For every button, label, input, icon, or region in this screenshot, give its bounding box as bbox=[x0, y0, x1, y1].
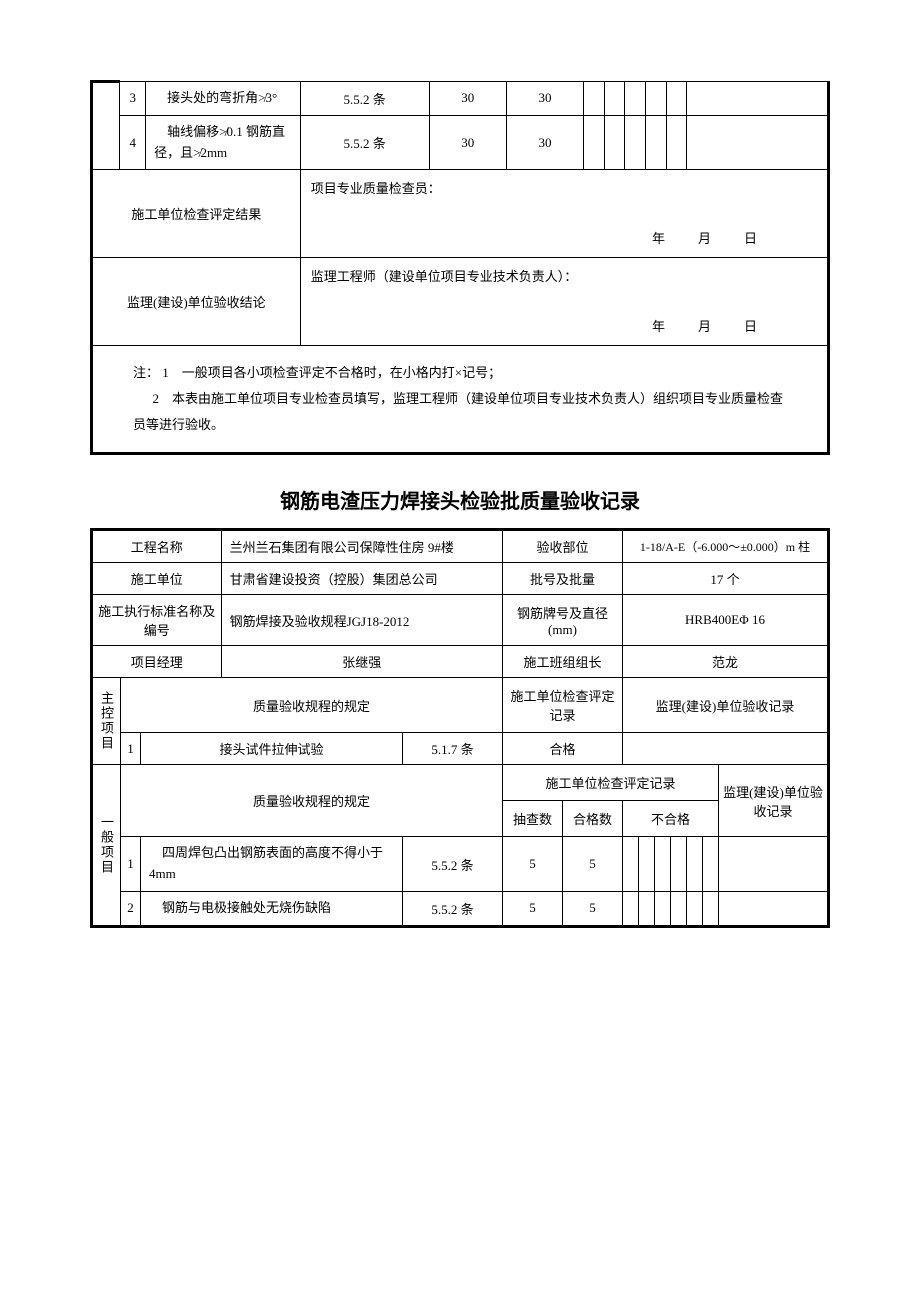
col-check: 抽查数 bbox=[503, 801, 563, 837]
main-table: 工程名称 兰州兰石集团有限公司保障性住房 9#楼 验收部位 1-18/A-E（-… bbox=[90, 528, 830, 927]
col-fail: 不合格 bbox=[623, 801, 719, 837]
main-ctrl-hdr: 主控项目 质量验收规程的规定 施工单位检查评定记录 监理(建设)单位验收记录 bbox=[92, 678, 829, 733]
qual-std-label: 质量验收规程的规定 bbox=[121, 678, 503, 733]
accept-label: 监理(建设)单位验收结论 bbox=[92, 258, 301, 346]
row-desc: 接头试件拉伸试验 bbox=[141, 733, 403, 765]
top-table: 3 接头处的弯折角≯3° 5.5.2 条 30 30 4 轴线偏移≯0.1 钢筋… bbox=[90, 80, 830, 455]
page-title: 钢筋电渣压力焊接头检验批质量验收记录 bbox=[90, 485, 830, 514]
row-num: 4 bbox=[120, 115, 146, 170]
mgr-val: 张继强 bbox=[221, 646, 502, 678]
std-val: 钢筋焊接及验收规程JGJ18-2012 bbox=[221, 595, 502, 646]
row-check: 30 bbox=[429, 115, 506, 170]
row-pass: 5 bbox=[563, 837, 623, 892]
row-num: 1 bbox=[121, 733, 141, 765]
hdr-row: 项目经理 张继强 施工班组组长 范龙 bbox=[92, 646, 829, 678]
std-label: 施工执行标准名称及编号 bbox=[92, 595, 222, 646]
date-line: 年 月 日 bbox=[652, 316, 767, 335]
row-check: 30 bbox=[429, 82, 506, 116]
table-row: 4 轴线偏移≯0.1 钢筋直径，且≯2mm 5.5.2 条 30 30 bbox=[92, 115, 829, 170]
hdr-row: 工程名称 兰州兰石集团有限公司保障性住房 9#楼 验收部位 1-18/A-E（-… bbox=[92, 530, 829, 563]
gen-check-label: 施工单位检查评定记录 bbox=[503, 765, 719, 801]
table-row: 2 钢筋与电极接触处无烧伤缺陷 5.5.2 条 5 5 bbox=[92, 891, 829, 926]
row-std: 5.5.2 条 bbox=[403, 837, 503, 892]
result-row: 施工单位检查评定结果 项目专业质量检查员： 年 月 日 bbox=[92, 170, 829, 258]
gen-supervise-label: 监理(建设)单位验收记录 bbox=[719, 765, 829, 837]
accept-row: 监理(建设)单位验收结论 监理工程师（建设单位项目专业技术负责人）： 年 月 日 bbox=[92, 258, 829, 346]
accept-content: 监理工程师（建设单位项目专业技术负责人）： 年 月 日 bbox=[300, 258, 828, 346]
note1: 1 一般项目各小项检查评定不合格时，在小格内打×记号； bbox=[162, 365, 501, 380]
rebar-val: HRB400EΦ 16 bbox=[623, 595, 829, 646]
unit-label: 施工单位 bbox=[92, 563, 222, 595]
qual-std-label: 质量验收规程的规定 bbox=[121, 765, 503, 837]
row-pass: 30 bbox=[506, 82, 583, 116]
batch-val: 17 个 bbox=[623, 563, 829, 595]
row-num: 3 bbox=[120, 82, 146, 116]
note2: 2 本表由施工单位项目专业检查员填写，监理工程师（建设单位项目专业技术负责人）组… bbox=[133, 391, 783, 432]
accept-text: 监理工程师（建设单位项目专业技术负责人）： bbox=[311, 269, 578, 284]
row-pass: 5 bbox=[563, 891, 623, 926]
rebar-label: 钢筋牌号及直径(mm) bbox=[503, 595, 623, 646]
row-check: 5 bbox=[503, 837, 563, 892]
supervise-label: 监理(建设)单位验收记录 bbox=[623, 678, 829, 733]
row-desc: 接头处的弯折角≯3° bbox=[146, 82, 301, 116]
row-num: 2 bbox=[121, 891, 141, 926]
batch-label: 批号及批量 bbox=[503, 563, 623, 595]
proj-name: 兰州兰石集团有限公司保障性住房 9#楼 bbox=[221, 530, 502, 563]
row-std: 5.5.2 条 bbox=[300, 115, 429, 170]
general-label: 一般项目 bbox=[92, 765, 121, 926]
unit-check-label: 施工单位检查评定记录 bbox=[503, 678, 623, 733]
mgr-label: 项目经理 bbox=[92, 646, 222, 678]
result-text: 项目专业质量检查员： bbox=[311, 181, 441, 196]
part-label: 验收部位 bbox=[503, 530, 623, 563]
row-check: 5 bbox=[503, 891, 563, 926]
row-desc: 轴线偏移≯0.1 钢筋直径，且≯2mm bbox=[146, 115, 301, 170]
table-row: 1 四周焊包凸出钢筋表面的高度不得小于 4mm 5.5.2 条 5 5 bbox=[92, 837, 829, 892]
team-label: 施工班组组长 bbox=[503, 646, 623, 678]
result-label: 施工单位检查评定结果 bbox=[92, 170, 301, 258]
unit-val: 甘肃省建设投资（控股）集团总公司 bbox=[221, 563, 502, 595]
row-pass: 30 bbox=[506, 115, 583, 170]
part-val: 1-18/A-E（-6.000～±0.000）m 柱 bbox=[623, 530, 829, 563]
row-std: 5.5.2 条 bbox=[403, 891, 503, 926]
hdr-row: 施工单位 甘肃省建设投资（控股）集团总公司 批号及批量 17 个 bbox=[92, 563, 829, 595]
main-ctrl-row: 1 接头试件拉伸试验 5.1.7 条 合格 bbox=[92, 733, 829, 765]
general-hdr: 一般项目 质量验收规程的规定 施工单位检查评定记录 监理(建设)单位验收记录 bbox=[92, 765, 829, 801]
date-line: 年 月 日 bbox=[652, 228, 767, 247]
result-content: 项目专业质量检查员： 年 月 日 bbox=[300, 170, 828, 258]
notes-row: 注： 1 一般项目各小项检查评定不合格时，在小格内打×记号； 2 本表由施工单位… bbox=[92, 346, 829, 454]
proj-name-label: 工程名称 bbox=[92, 530, 222, 563]
row-std: 5.1.7 条 bbox=[403, 733, 503, 765]
row-std: 5.5.2 条 bbox=[300, 82, 429, 116]
row-desc: 四周焊包凸出钢筋表面的高度不得小于 4mm bbox=[141, 837, 403, 892]
row-num: 1 bbox=[121, 837, 141, 892]
col-pass: 合格数 bbox=[563, 801, 623, 837]
row-desc: 钢筋与电极接触处无烧伤缺陷 bbox=[141, 891, 403, 926]
hdr-row: 施工执行标准名称及编号 钢筋焊接及验收规程JGJ18-2012 钢筋牌号及直径(… bbox=[92, 595, 829, 646]
note-prefix: 注： bbox=[133, 365, 159, 380]
row-result: 合格 bbox=[503, 733, 623, 765]
main-ctrl-label: 主控项目 bbox=[92, 678, 121, 765]
table-row: 3 接头处的弯折角≯3° 5.5.2 条 30 30 bbox=[92, 82, 829, 116]
team-val: 范龙 bbox=[623, 646, 829, 678]
